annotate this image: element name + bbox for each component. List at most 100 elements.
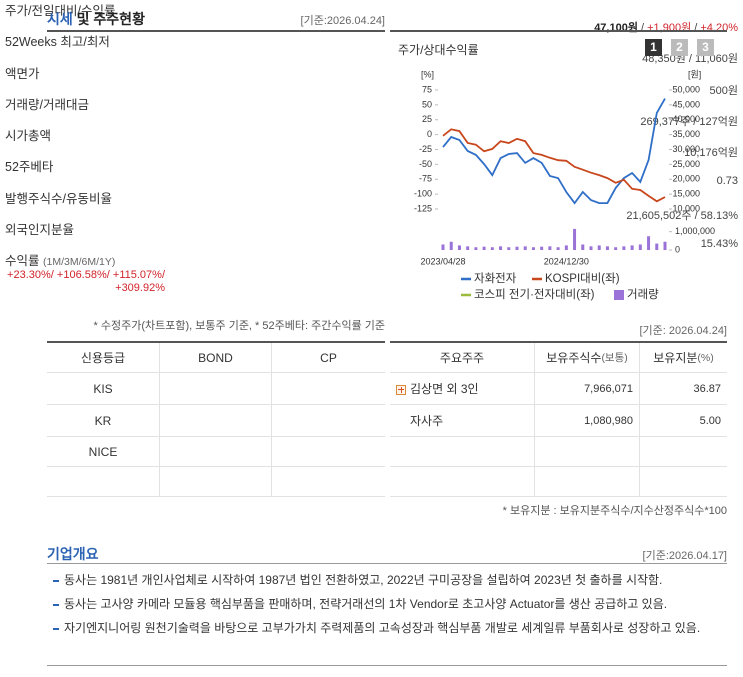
legend-label: KOSPI대비(좌) bbox=[545, 272, 620, 285]
overview-item: 동사는 1981년 개인사업체로 시작하여 1987년 법인 전환하였고, 20… bbox=[64, 573, 663, 587]
table-cell: 5.00 bbox=[640, 405, 727, 437]
y-tick-label: -125 bbox=[414, 203, 432, 213]
summary-label: 발행주식수/유동비율 bbox=[0, 188, 743, 207]
y2-tick-label: 40,000 bbox=[672, 114, 700, 124]
volume-bar bbox=[630, 245, 634, 250]
section-title: 시세 및 주주현황 bbox=[47, 9, 145, 29]
label-text: 52Weeks 최고/최저 bbox=[5, 35, 110, 50]
label-text: 주가/전일대비/수익률 bbox=[5, 4, 116, 18]
volume-bar bbox=[466, 246, 470, 250]
table-cell bbox=[47, 467, 160, 497]
title-rest: 및 주주현황 bbox=[76, 11, 145, 27]
table-cell bbox=[640, 467, 727, 497]
chart-tab[interactable]: 1 bbox=[645, 39, 662, 56]
table-header: CP bbox=[272, 343, 385, 373]
bullet bbox=[53, 604, 59, 606]
chart: [%] [원] 75 50 25 0 -25 -50 -75 -100 -125 50,000 45,0… bbox=[414, 69, 715, 301]
value-part: 48,350원 / 11,060원 bbox=[642, 53, 738, 66]
volume-bar bbox=[523, 246, 527, 250]
y2-tick-label: 30,000 bbox=[672, 144, 700, 154]
volume-bar bbox=[573, 228, 577, 250]
volume-bar bbox=[441, 244, 445, 250]
value-part: / bbox=[161, 269, 165, 282]
volume-bar bbox=[490, 247, 494, 250]
summary-label: 주가/전일대비/수익률 bbox=[0, 0, 743, 19]
volume-bar bbox=[638, 244, 642, 250]
date: [기준:2026.04.24] bbox=[300, 15, 385, 27]
y2-unit: [원] bbox=[688, 69, 701, 79]
summary-label: 액면가 bbox=[0, 63, 743, 82]
summary-value: 48,350원 / 11,060원 bbox=[0, 50, 743, 66]
volume-bar bbox=[581, 244, 585, 250]
summary-label: 시가총액 bbox=[0, 125, 743, 144]
chart-tab[interactable]: 2 bbox=[671, 39, 688, 56]
table-cell: 김상면 외 3인 bbox=[390, 373, 535, 405]
table-cell bbox=[272, 437, 385, 467]
divider bbox=[390, 341, 727, 343]
table-header: BOND bbox=[160, 343, 272, 373]
header-text: 주요주주 bbox=[439, 351, 485, 365]
x-tick-label: 2024/12/30 bbox=[544, 256, 589, 266]
volume-bar bbox=[556, 247, 560, 250]
y2-tick-label: 15,000 bbox=[672, 189, 700, 199]
table-cell bbox=[640, 437, 727, 467]
summary-label: 수익률 (1M/3M/6M/1Y) bbox=[0, 250, 743, 269]
y-unit: [%] bbox=[421, 69, 434, 79]
table-cell bbox=[272, 405, 385, 437]
value-part: / bbox=[106, 269, 113, 282]
volume-tick-label: 0 bbox=[675, 244, 680, 254]
chart-title: 주가/상대수익률 bbox=[398, 43, 479, 57]
volume-bar bbox=[457, 245, 461, 250]
y-tick-label: 50 bbox=[422, 99, 432, 109]
table-cell: 자사주 bbox=[390, 405, 535, 437]
series-line bbox=[442, 128, 666, 203]
summary-row: 52Weeks 최고/최저 48,350원 / 11,060원 bbox=[0, 31, 743, 65]
table-cell: 36.87 bbox=[640, 373, 727, 405]
date: [기준:2026.04.17] bbox=[642, 550, 727, 562]
value-part: / bbox=[637, 22, 648, 34]
volume-bar bbox=[589, 246, 593, 250]
summary-label: 거래량/거래대금 bbox=[0, 94, 743, 113]
table-cell bbox=[160, 467, 272, 497]
volume-bar bbox=[647, 236, 651, 250]
y-tick-label: -50 bbox=[419, 159, 432, 169]
chart-tab[interactable]: 3 bbox=[697, 39, 714, 56]
summary-row: 외국인지분율 15.43% bbox=[0, 219, 743, 250]
y2-tick-label: 20,000 bbox=[672, 174, 700, 184]
y2-tick-label: 50,000 bbox=[672, 84, 700, 94]
summary-value: 500원 bbox=[0, 82, 743, 98]
volume-bar bbox=[482, 246, 486, 250]
y-tick-label: 0 bbox=[427, 129, 432, 139]
divider bbox=[47, 563, 727, 564]
table-cell bbox=[390, 437, 535, 467]
header-sub: (%) bbox=[697, 351, 714, 364]
summary-row: 52주베타 0.73 bbox=[0, 156, 743, 187]
volume-bar bbox=[597, 245, 601, 250]
summary-value: 10,176억원 bbox=[0, 144, 743, 160]
summary-label: 외국인지분율 bbox=[0, 219, 743, 238]
table-cell bbox=[160, 373, 272, 405]
value-part: +115.07% bbox=[112, 269, 162, 282]
y2-tick-label: 10,000 bbox=[672, 203, 700, 213]
legend-label: 코스피 전기·전자대비(좌) bbox=[474, 288, 595, 301]
table-header: 보유주식수 (보통) bbox=[535, 343, 640, 373]
label-text: 거래량/거래대금 bbox=[5, 97, 89, 112]
label-sub: (1M/3M/6M/1Y) bbox=[43, 256, 116, 269]
header-sub: (보통) bbox=[601, 352, 628, 364]
volume-tick-label: 1,000,000 bbox=[675, 226, 715, 236]
value-part: 500원 bbox=[709, 84, 738, 97]
expand-icon[interactable] bbox=[396, 384, 406, 395]
divider bbox=[47, 665, 727, 666]
table-cell: 1,080,980 bbox=[535, 405, 640, 437]
summary-row: 시가총액 10,176억원 bbox=[0, 125, 743, 159]
volume-bar bbox=[622, 246, 626, 250]
value-part: +23.30% bbox=[7, 269, 51, 282]
summary-row: 액면가 500원 bbox=[0, 63, 743, 97]
bullet bbox=[53, 580, 59, 582]
table-note: * 보유지분 : 보유지분주식수/지수산정주식수*100 bbox=[502, 505, 727, 517]
y2-tick-label: 35,000 bbox=[672, 129, 700, 139]
volume-bar bbox=[564, 245, 568, 250]
volume-bar bbox=[474, 247, 478, 250]
summary-value: 15.43% bbox=[0, 238, 743, 250]
